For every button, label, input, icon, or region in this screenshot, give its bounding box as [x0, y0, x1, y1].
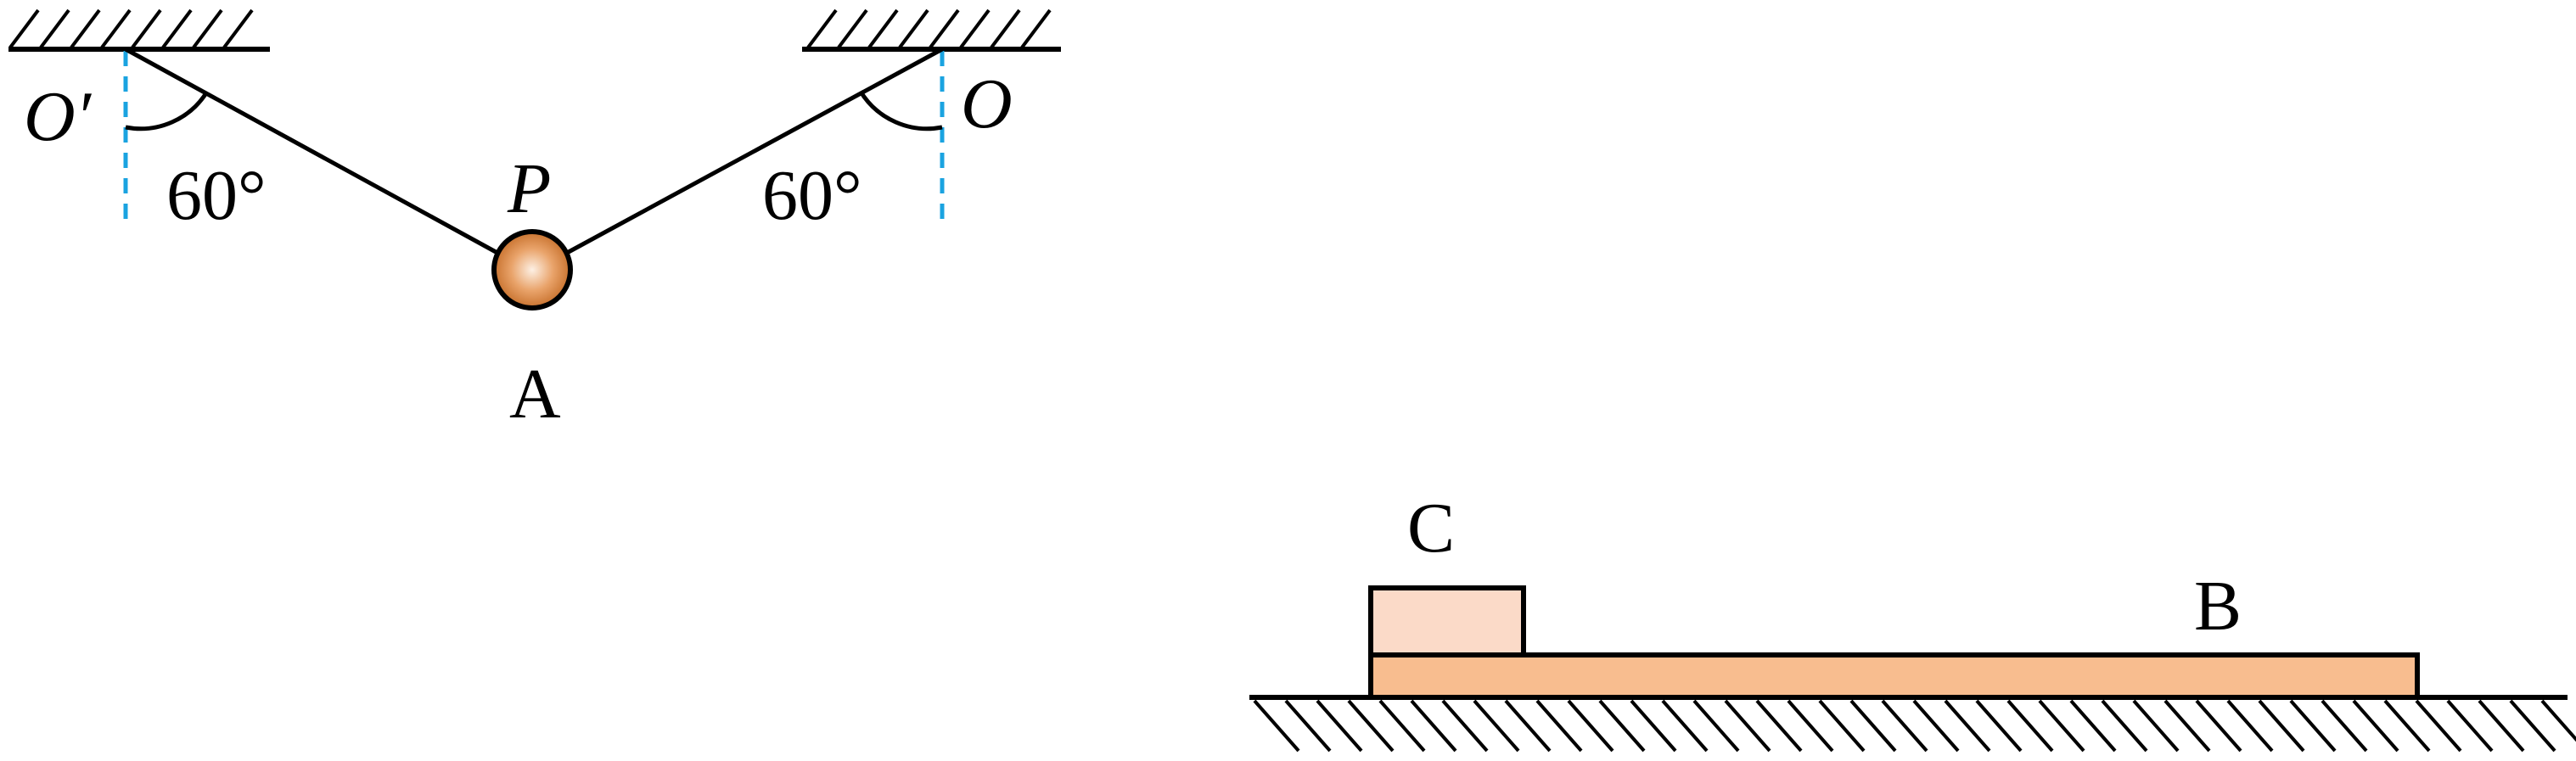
ground-hatch-line: [2006, 699, 2054, 753]
board-b: [1368, 652, 2420, 700]
ground-hatch-line: [1849, 699, 1897, 753]
ceiling-left: [8, 8, 270, 52]
label-pivot-right: O: [961, 64, 1013, 143]
ground-hatch-line: [2289, 699, 2337, 753]
label-angle-right: 60°: [762, 156, 862, 235]
ground-hatch-line: [1912, 699, 1960, 753]
ground-hatch-line: [2038, 699, 2085, 753]
ground-hatch-line: [1724, 699, 1771, 753]
ground-hatch-line: [2132, 699, 2180, 753]
ground-hatch-line: [2195, 699, 2242, 753]
ground-hatch-line: [2509, 699, 2556, 753]
ground-hatch-line: [1661, 699, 1709, 753]
ground-hatch-line: [2226, 699, 2274, 753]
ground: [1249, 695, 2576, 753]
ground-hatch-line: [2258, 699, 2305, 753]
ground-hatch-line: [2383, 699, 2431, 753]
ground-hatch-line: [1944, 699, 1991, 753]
ground-hatch-line: [1692, 699, 1740, 753]
ground-hatch-line: [1316, 699, 1363, 753]
ground-hatching: [1253, 699, 2576, 753]
ground-hatch-line: [1975, 699, 2023, 753]
ground-hatch-line: [2069, 699, 2117, 753]
label-angle-left: 60°: [166, 156, 267, 235]
ground-hatch-line: [1598, 699, 1646, 753]
ground-hatch-line: [1441, 699, 1489, 753]
ground-hatch-line: [1284, 699, 1332, 753]
ground-hatch-line: [1253, 699, 1300, 753]
ceiling-right-hatching: [806, 8, 1052, 49]
ground-hatch-line: [2415, 699, 2462, 753]
ground-hatch-line: [2540, 699, 2576, 742]
ceiling-left-hatching: [8, 8, 254, 49]
label-board-b: B: [2194, 567, 2242, 646]
block-c: [1368, 585, 1526, 657]
ground-hatch-line: [1378, 699, 1426, 753]
ground-hatch-line: [2164, 699, 2211, 753]
label-ball-a: A: [509, 355, 561, 434]
ground-hatch-line: [1630, 699, 1677, 753]
string-right: [565, 47, 944, 255]
ground-hatch-line: [1473, 699, 1520, 753]
ground-hatch-line: [1535, 699, 1583, 753]
ground-hatch-line: [2352, 699, 2399, 753]
label-knot-p: P: [507, 149, 551, 228]
angle-arc-right: [858, 90, 943, 131]
ground-hatch-line: [1410, 699, 1457, 753]
ceiling-right: [802, 8, 1061, 52]
ground-hatch-line: [2101, 699, 2148, 753]
ground-hatch-line: [1755, 699, 1803, 753]
ground-hatch-line: [2446, 699, 2494, 753]
label-block-c: C: [1407, 489, 1455, 568]
ground-hatch-line: [2321, 699, 2368, 753]
ground-hatch-line: [1504, 699, 1552, 753]
ground-hatch-line: [1787, 699, 1834, 753]
string-left: [124, 47, 499, 255]
ground-hatch-line: [1818, 699, 1866, 753]
ground-hatch-line: [1347, 699, 1395, 753]
angle-arc-left: [125, 90, 210, 131]
ground-hatch-line: [1567, 699, 1614, 753]
ground-hatch-line: [1881, 699, 1928, 753]
ground-hatch-line: [2478, 699, 2525, 753]
label-pivot-left: O′: [24, 77, 93, 156]
ball-a: [491, 229, 573, 311]
